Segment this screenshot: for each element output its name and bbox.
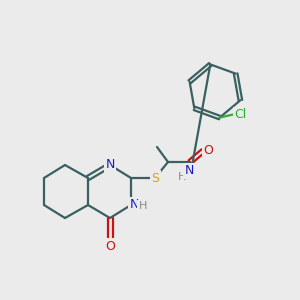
Text: O: O [105,239,115,253]
Text: Cl: Cl [235,108,247,121]
Text: S: S [151,172,159,184]
Text: O: O [203,143,213,157]
Text: N: N [184,164,194,178]
Text: N: N [105,158,115,172]
Text: H: H [178,172,186,182]
Text: H: H [139,201,147,211]
Text: N: N [129,199,139,212]
